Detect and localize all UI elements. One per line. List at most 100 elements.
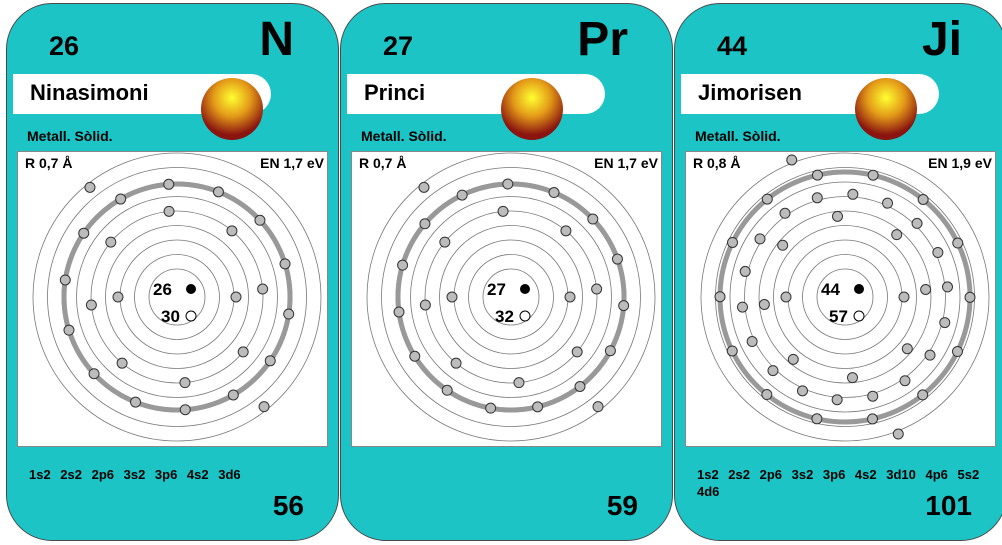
electron [419,218,431,230]
electron [911,217,923,229]
electron [767,365,779,377]
neutron-count: 30 [161,307,180,326]
electron [409,350,421,362]
electron [227,389,239,401]
electron [618,300,630,312]
orbit-ring [453,239,569,355]
electron [258,401,270,413]
atomic-number: 27 [383,31,414,61]
proton-icon [520,284,530,294]
electron [758,298,770,310]
orbit-ring [816,268,874,326]
electron [397,259,409,271]
electron [485,402,497,414]
electron [264,355,276,367]
electron [604,345,616,357]
electron [727,236,739,248]
orbit-ring [90,210,264,384]
orbit-ring [148,268,206,326]
electron [548,187,560,199]
electron [130,396,142,408]
element-symbol: Pr [577,13,628,66]
electron [279,258,291,270]
electron [891,229,903,241]
electron [254,214,266,226]
electron [179,377,191,389]
electron [761,193,773,205]
electron [450,357,462,369]
electron [446,291,458,303]
electron [786,154,798,166]
electron [746,336,758,348]
orbit-ring [482,268,540,326]
electron [811,169,823,181]
electron [59,274,71,286]
electron [726,345,738,357]
electron [832,210,844,222]
electron [811,413,823,425]
electron [892,428,904,440]
proton-icon [854,284,864,294]
electron [418,181,430,193]
electron [564,291,576,303]
neutron-icon [185,310,197,322]
orbit-ring [744,196,946,398]
electron [592,401,604,413]
neutron-count: 32 [495,307,514,326]
electron [115,193,127,205]
proton-count: 26 [153,280,172,299]
electron [497,205,509,217]
orbit-ring [410,196,612,398]
element-state: Metall. Sòlid. [361,128,447,144]
element-state: Metall. Sòlid. [27,128,113,144]
electron [882,197,894,209]
orbit-ring [700,152,990,442]
electron [796,385,808,397]
element-symbol: Ji [921,13,962,66]
orbit-ring [802,254,888,340]
electron [846,372,858,384]
electron [502,178,514,190]
element-card-1: 26 N Ninasimoni Metall. Sòlid. R 0,7 Å E… [6,3,339,541]
electron [739,265,751,277]
atom-panel: R 0,7 Å EN 1,7 eV 27 32 [351,151,662,447]
electron [116,357,128,369]
electron [163,205,175,217]
electron [787,353,799,365]
electron [964,291,976,303]
electron [88,368,100,380]
electronegativity: EN 1,9 eV [928,155,992,171]
electron [591,283,603,295]
atomic-number: 44 [717,31,748,61]
orbit-ring [32,152,322,442]
atomic-number: 26 [49,31,80,61]
element-name: Jimorisen [698,80,802,105]
electron [939,317,951,329]
orbit-ring [787,239,903,355]
atom-panel: R 0,7 Å EN 1,7 eV 26 30 [17,151,328,447]
electron [571,346,583,358]
element-state: Metall. Sòlid. [695,128,781,144]
electron [439,236,451,248]
electron [952,237,964,249]
electron [779,207,791,219]
electron [761,389,773,401]
electron [179,404,191,416]
orbit-ring [468,254,554,340]
electron [831,394,843,406]
electron [811,192,823,204]
electron [574,381,586,393]
electron [532,401,544,413]
orbit-ring [439,225,583,369]
neutron-icon [519,310,531,322]
element-symbol: N [259,13,294,66]
element-card-2: 27 Pr Princi Metall. Sòlid. R 0,7 Å EN 1… [340,3,673,541]
orbit-ring [381,167,641,427]
mass-number: 101 [925,490,972,521]
electron [419,299,431,311]
electron [780,291,792,303]
electron [560,225,572,237]
electron [932,246,944,258]
